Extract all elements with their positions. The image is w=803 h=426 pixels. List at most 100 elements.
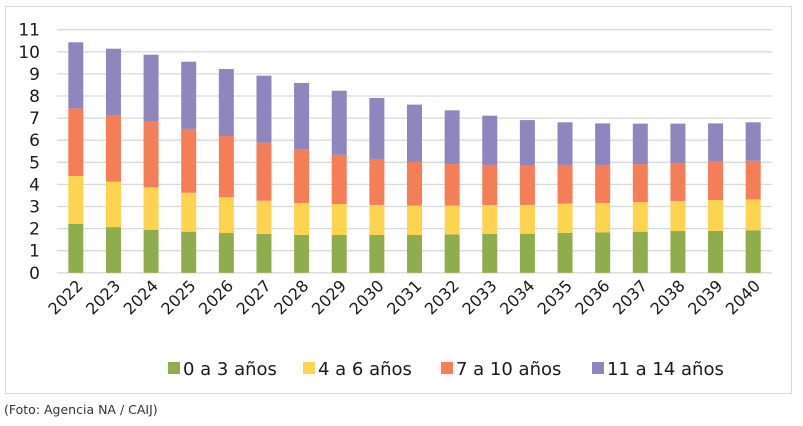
bar-segment — [331, 90, 347, 155]
legend-swatch — [168, 362, 180, 374]
bar-segment — [444, 164, 460, 206]
bar-segment — [444, 205, 460, 235]
y-tick-label: 8 — [29, 87, 40, 107]
bar-segment — [632, 231, 648, 273]
bar-stack-2028 — [294, 82, 310, 273]
bars — [68, 42, 761, 273]
bar-segment — [444, 234, 460, 273]
bar-stack-2031 — [407, 104, 422, 273]
bar-segment — [670, 231, 686, 273]
bar-segment — [519, 204, 535, 234]
bar-segment — [444, 110, 460, 165]
x-tick-label: 2034 — [496, 276, 538, 318]
bar-segment — [595, 123, 611, 166]
legend-item: 0 a 3 años — [168, 359, 277, 380]
bar-segment — [218, 69, 234, 137]
bar-segment — [595, 202, 611, 233]
x-tick-label: 2028 — [270, 276, 312, 318]
y-tick-label: 5 — [29, 153, 40, 173]
bar-segment — [68, 42, 84, 109]
y-tick-label: 3 — [29, 198, 40, 218]
x-tick-label: 2032 — [421, 276, 463, 318]
bar-segment — [294, 82, 310, 150]
bar-segment — [294, 202, 310, 235]
bar-stack-2038 — [670, 123, 686, 273]
bar-segment — [68, 108, 84, 177]
y-tick-label: 2 — [29, 220, 40, 240]
bar-stack-2024 — [143, 54, 159, 273]
bar-segment — [632, 123, 648, 165]
bar-segment — [294, 234, 310, 273]
legend-label: 4 a 6 años — [318, 359, 412, 380]
bar-stack-2037 — [632, 123, 648, 273]
bar-segment — [256, 75, 272, 143]
bar-stack-2035 — [557, 122, 573, 273]
legend: 0 a 3 años 4 a 6 años 7 a 10 años 11 a 14 a… — [168, 359, 724, 380]
x-tick-label: 2027 — [233, 276, 275, 318]
bar-segment — [218, 233, 234, 273]
bar-segment — [632, 164, 648, 203]
bar-segment — [294, 149, 310, 203]
bar-segment — [407, 205, 422, 236]
bar-stack-2025 — [181, 61, 197, 273]
legend-item: 11 a 14 años — [592, 359, 724, 380]
x-tick-label: 2024 — [120, 276, 162, 318]
x-tick-label: 2023 — [82, 276, 124, 318]
bar-segment — [745, 199, 761, 231]
y-tick-label: 6 — [29, 131, 40, 151]
bar-stack-2023 — [105, 48, 121, 273]
legend-label: 11 a 14 años — [607, 359, 724, 380]
bar-segment — [670, 123, 686, 163]
x-tick-label: 2038 — [647, 276, 689, 318]
y-tick-label: 11 — [18, 21, 40, 41]
bar-stack-2029 — [331, 90, 347, 273]
y-tick-label: 7 — [29, 109, 40, 129]
y-tick-label: 9 — [29, 65, 40, 85]
bar-stack-2022 — [68, 42, 84, 273]
bar-segment — [218, 197, 234, 234]
bar-segment — [482, 233, 498, 273]
bar-stack-2034 — [519, 120, 535, 273]
bar-stack-2040 — [745, 122, 761, 273]
bar-segment — [181, 231, 197, 273]
bar-segment — [708, 200, 724, 231]
bar-segment — [143, 187, 159, 230]
x-tick-label: 2026 — [195, 276, 237, 318]
x-tick-label: 2029 — [308, 276, 350, 318]
bar-stack-2039 — [708, 123, 724, 273]
bar-stack-2032 — [444, 110, 460, 273]
bar-segment — [557, 232, 573, 273]
y-tick-label: 1 — [29, 242, 40, 262]
legend-item: 7 a 10 años — [441, 359, 561, 380]
bar-segment — [482, 204, 498, 234]
bar-segment — [331, 235, 347, 273]
gridlines — [57, 29, 772, 274]
bar-segment — [482, 115, 498, 165]
bar-segment — [745, 230, 761, 273]
bar-segment — [519, 165, 535, 205]
y-tick-label: 4 — [29, 175, 40, 195]
x-tick-label: 2025 — [157, 276, 199, 318]
bar-segment — [369, 97, 385, 159]
bar-segment — [557, 203, 573, 233]
bar-segment — [708, 161, 724, 201]
chart-frame — [5, 6, 792, 394]
bar-segment — [369, 235, 385, 273]
bar-segment — [557, 164, 573, 204]
legend-item: 4 a 6 años — [303, 359, 412, 380]
bar-segment — [407, 104, 422, 163]
bar-segment — [331, 154, 347, 205]
legend-label: 7 a 10 años — [456, 359, 561, 380]
bar-segment — [557, 122, 573, 165]
x-tick-label: 2035 — [534, 276, 576, 318]
bar-segment — [519, 120, 535, 166]
y-tick-label: 10 — [18, 43, 40, 63]
x-tick-label: 2036 — [571, 276, 613, 318]
bar-stack-2036 — [595, 123, 611, 273]
bar-segment — [519, 233, 535, 273]
bar-segment — [105, 181, 121, 228]
x-tick-label: 2033 — [458, 276, 500, 318]
bar-segment — [218, 136, 234, 198]
